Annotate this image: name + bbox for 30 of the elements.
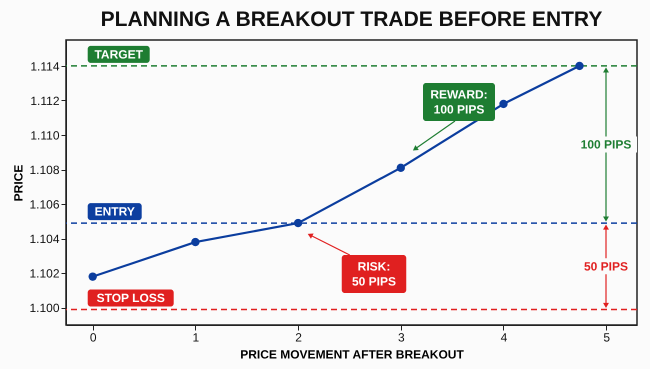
y-tick-label: 1.112 — [30, 94, 60, 108]
point — [191, 238, 200, 246]
annotation: 50 PIPS — [584, 259, 628, 274]
ref-line-label: TARGET — [94, 47, 144, 62]
ref-line-label: STOP LOSS — [96, 290, 165, 305]
y-tick-label: 1.104 — [29, 232, 60, 246]
annotation: RISK: 50 PIPS — [352, 260, 396, 288]
x-tick-label: 1 — [192, 330, 200, 344]
y-tick-label: 1.108 — [29, 163, 60, 178]
y-axis-title: PRICE — [11, 164, 26, 202]
y-tick-label: 1.110 — [30, 128, 60, 142]
x-tick-label: 0 — [90, 330, 97, 344]
x-tick-label: 3 — [398, 330, 405, 344]
x-axis-title: PRICE MOVEMENT AFTER BREAKOUT — [240, 348, 464, 362]
x-tick-label: 5 — [603, 330, 610, 344]
point — [88, 272, 97, 281]
ref-line-label: ENTRY — [94, 204, 135, 219]
y-tick-label: 1.106 — [29, 198, 60, 212]
point — [294, 218, 302, 228]
x-tick-label: 4 — [500, 330, 508, 344]
point — [396, 164, 405, 172]
x-tick-label: 2 — [295, 330, 302, 344]
y-tick-label: 1.114 — [30, 59, 60, 74]
chart-title: PLANNING A BREAKOUT TRADE BEFORE ENTRY — [100, 8, 602, 31]
y-tick-label: 1.102 — [29, 266, 60, 281]
annotation: 100 PIPS — [580, 138, 632, 152]
annotation: REWARD: 100 PIPS — [430, 88, 488, 116]
point — [575, 62, 584, 70]
point — [499, 100, 508, 108]
y-tick-label: 1.100 — [29, 301, 60, 316]
